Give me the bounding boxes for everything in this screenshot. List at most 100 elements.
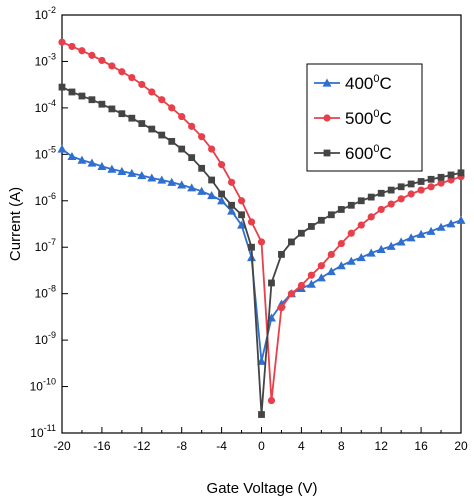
x-tick-label: -12 <box>133 439 151 453</box>
data-point <box>277 304 286 312</box>
x-tick-label: 16 <box>414 439 428 453</box>
data-point <box>287 290 296 298</box>
data-point <box>97 161 107 170</box>
data-point <box>177 180 187 189</box>
x-tick-label: -20 <box>53 439 71 453</box>
data-point <box>247 218 256 226</box>
data-point <box>268 279 275 287</box>
data-point <box>207 190 217 200</box>
data-point <box>326 267 336 276</box>
data-point <box>446 219 456 228</box>
legend-label: 6000C <box>345 143 392 163</box>
data-point <box>447 171 455 179</box>
legend-swatch-marker <box>323 114 331 122</box>
legend-label: 5000C <box>345 108 392 128</box>
legend-swatch-marker <box>322 78 332 87</box>
x-tick-label: 12 <box>375 439 389 453</box>
series-2 <box>58 83 465 418</box>
x-tick-label: 20 <box>454 439 468 453</box>
data-point <box>107 164 117 173</box>
data-point <box>366 248 376 257</box>
data-point <box>228 201 235 209</box>
data-point <box>238 211 245 219</box>
data-point <box>68 42 76 51</box>
data-point <box>118 68 126 76</box>
y-tick-label: 10-7 <box>35 237 56 254</box>
y-tick-label: 10-6 <box>35 191 56 208</box>
data-point <box>178 145 186 153</box>
series-1 <box>58 38 465 405</box>
y-tick-label: 10-11 <box>30 423 56 440</box>
data-point <box>336 261 346 270</box>
data-point <box>58 83 66 91</box>
data-point <box>137 171 147 180</box>
data-point <box>218 161 226 169</box>
data-point <box>427 175 435 183</box>
data-point <box>168 104 176 112</box>
data-point <box>158 96 166 104</box>
data-point <box>278 251 285 258</box>
y-tick-label: 10-5 <box>35 144 56 161</box>
y-axis-title: Current (A) <box>7 187 24 261</box>
data-point <box>426 226 436 235</box>
data-point <box>397 195 405 203</box>
data-point <box>377 205 385 214</box>
data-point <box>117 166 127 175</box>
data-point <box>87 158 97 167</box>
data-point <box>417 186 425 194</box>
data-point <box>347 229 355 237</box>
data-point <box>227 206 237 215</box>
data-point <box>217 196 227 205</box>
data-point <box>337 239 345 248</box>
x-tick-label: -8 <box>176 439 187 453</box>
data-point <box>178 112 186 121</box>
data-point <box>197 186 207 195</box>
data-point <box>397 183 405 191</box>
y-tick-label: 10-4 <box>35 98 56 115</box>
legend-entry: 6000C <box>314 143 392 163</box>
y-tick-label: 10-10 <box>30 377 56 394</box>
data-point <box>456 215 466 224</box>
data-point <box>198 164 206 172</box>
x-tick-label: 8 <box>338 439 345 453</box>
data-point <box>138 120 146 127</box>
data-point <box>157 175 167 184</box>
data-point <box>237 197 246 205</box>
data-point <box>248 243 255 251</box>
data-point <box>436 222 446 231</box>
data-point <box>188 122 196 130</box>
data-point <box>147 173 157 182</box>
data-point <box>118 110 126 118</box>
series-layer <box>57 38 466 418</box>
data-point <box>298 229 305 237</box>
data-point <box>407 190 415 198</box>
data-point <box>208 145 216 153</box>
data-point <box>317 262 325 270</box>
data-point <box>67 151 77 161</box>
data-point <box>88 96 96 104</box>
legend-swatch-marker <box>323 149 331 157</box>
data-point <box>108 62 116 70</box>
data-point <box>167 177 177 186</box>
data-point <box>327 211 335 219</box>
data-point <box>98 100 106 108</box>
data-point <box>98 56 106 65</box>
data-point <box>128 114 136 122</box>
data-point <box>416 229 426 238</box>
data-point <box>127 168 137 177</box>
data-point <box>347 201 355 209</box>
y-tick-label: 10-3 <box>35 51 56 68</box>
y-tick-label: 10-2 <box>35 5 56 22</box>
data-point <box>317 216 325 224</box>
data-point <box>297 281 305 290</box>
data-point <box>356 253 366 262</box>
legend: 4000C 5000C 6000C <box>306 63 423 172</box>
y-tick-label: 10-9 <box>35 330 56 347</box>
data-point <box>148 125 156 133</box>
x-tick-label: -16 <box>93 439 111 453</box>
data-point <box>158 131 166 139</box>
data-point <box>387 200 395 208</box>
data-point <box>346 256 356 265</box>
data-point <box>258 411 265 418</box>
